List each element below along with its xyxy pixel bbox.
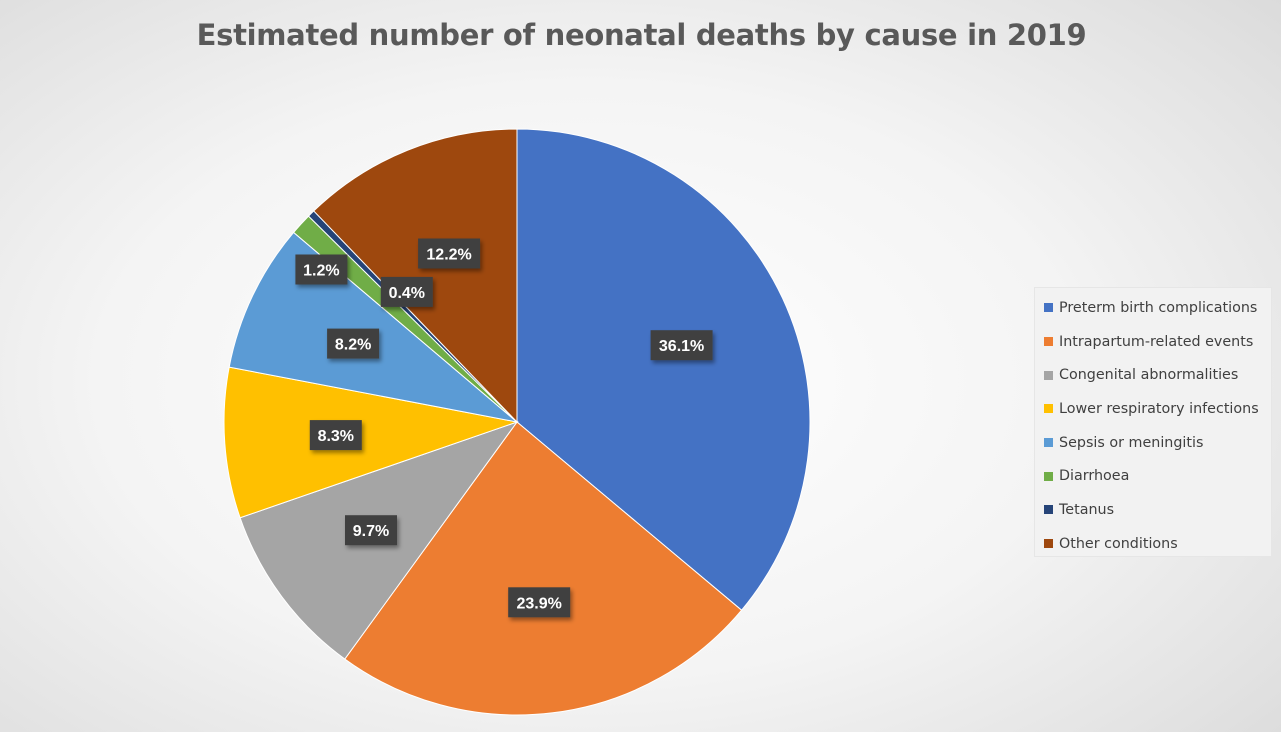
legend-swatch [1044,438,1053,448]
chart-legend: Preterm birth complications Intrapartum-r… [1034,287,1272,557]
legend-item-lower-respiratory-infections: Lower respiratory infections [1035,392,1271,426]
legend-label: Sepsis or meningitis [1059,434,1204,451]
data-label-box [650,330,713,361]
legend-label: Congenital abnormalities [1059,367,1239,384]
legend-label: Tetanus [1059,501,1115,518]
data-label-other-conditions: 12.2% [418,238,481,269]
data-label-text: 8.3% [318,428,354,445]
legend-swatch [1044,471,1053,481]
data-label-text: 9.7% [353,523,389,540]
legend-item-congenital-abnormalities: Congenital abnormalities [1035,358,1271,392]
pie-slices [223,128,811,716]
data-label-text: 36.1% [659,338,704,355]
data-label-lower-respiratory-infections: 8.3% [309,420,362,451]
data-label-box [309,420,362,451]
legend-item-preterm-birth-complications: Preterm birth complications [1035,291,1271,325]
legend-swatch [1044,539,1053,549]
data-label-box [295,254,348,285]
pie-slice-lower-respiratory-infections [223,366,519,519]
data-label-text: 1.2% [303,263,339,280]
pie-data-labels: 36.1% 23.9% 9.7% 8.3% 8.2% 1.2% 0.4% 12.2% [295,238,713,618]
legend-swatch [1044,404,1053,414]
legend-item-sepsis-or-meningitis: Sepsis or meningitis [1035,426,1271,460]
legend-label: Diarrhoea [1059,468,1130,485]
data-label-box [418,238,481,269]
chart-title: Estimated number of neonatal deaths by c… [196,18,1087,52]
legend-label: Lower respiratory infections [1059,400,1259,417]
legend-label: Intrapartum-related events [1059,333,1254,350]
data-label-sepsis-or-meningitis: 8.2% [327,328,380,359]
legend-swatch [1044,505,1053,515]
data-label-text: 12.2% [426,247,471,264]
data-label-box [508,587,571,618]
data-label-tetanus: 0.4% [380,276,433,307]
pie-chart: 36.1% 23.9% 9.7% 8.3% 8.2% 1.2% 0.4% 12.2% [223,128,811,716]
legend-label: Preterm birth complications [1059,299,1258,316]
data-label-text: 0.4% [389,285,425,302]
data-label-diarrhoea: 1.2% [295,254,348,285]
legend-item-tetanus: Tetanus [1035,493,1271,527]
data-label-box [345,515,397,546]
legend-swatch [1044,337,1053,347]
legend-label: Other conditions [1059,535,1178,552]
pie-slice-intrapartum-related-events [344,421,743,716]
data-label-intrapartum-related-events: 23.9% [508,587,571,618]
legend-item-diarrhoea: Diarrhoea [1035,459,1271,493]
legend-item-intrapartum-related-events: Intrapartum-related events [1035,325,1271,359]
pie-slice-preterm-birth-complications [516,128,811,611]
data-label-congenital-abnormalities: 9.7% [345,515,397,546]
legend-item-other-conditions: Other conditions [1035,527,1271,561]
data-label-box [327,328,380,359]
data-label-text: 8.2% [335,337,371,354]
legend-swatch [1044,303,1053,313]
legend-swatch [1044,370,1053,380]
pie-slice-other-conditions [313,128,518,424]
data-label-box [380,276,433,307]
data-label-text: 23.9% [517,595,562,612]
data-label-preterm-birth-complications: 36.1% [650,330,713,361]
